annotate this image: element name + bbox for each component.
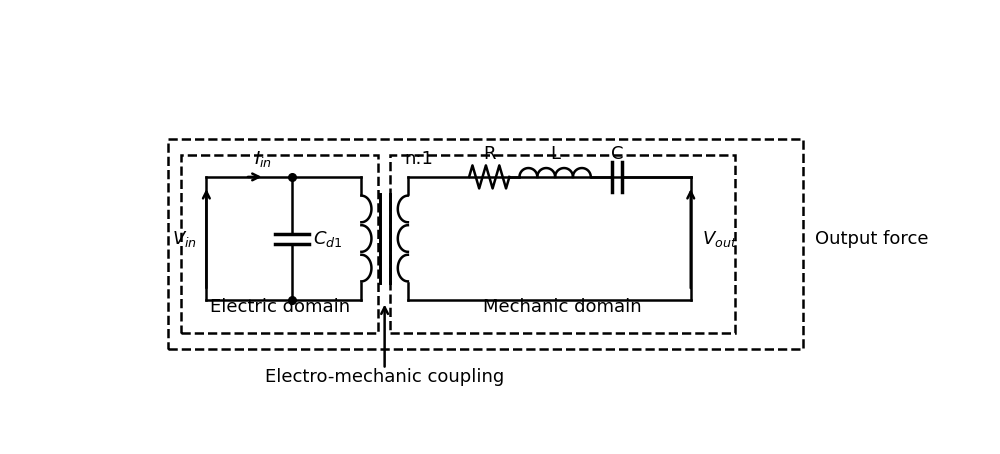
Text: L: L — [550, 145, 560, 163]
Text: n:1: n:1 — [404, 150, 433, 168]
Text: $V_{out}$: $V_{out}$ — [702, 228, 738, 248]
Bar — [168, 139, 803, 349]
Text: Electric domain: Electric domain — [210, 298, 350, 316]
Text: Output force: Output force — [815, 230, 928, 247]
Text: R: R — [483, 145, 496, 163]
Text: $I_{in}$: $I_{in}$ — [254, 149, 272, 169]
Text: Electro-mechanic coupling: Electro-mechanic coupling — [265, 368, 504, 386]
Bar — [181, 154, 378, 333]
Bar — [390, 154, 735, 333]
Text: Mechanic domain: Mechanic domain — [483, 298, 642, 316]
Text: $C_{d1}$: $C_{d1}$ — [313, 228, 343, 248]
Text: C: C — [611, 145, 623, 163]
Text: $V_{in}$: $V_{in}$ — [172, 228, 197, 248]
